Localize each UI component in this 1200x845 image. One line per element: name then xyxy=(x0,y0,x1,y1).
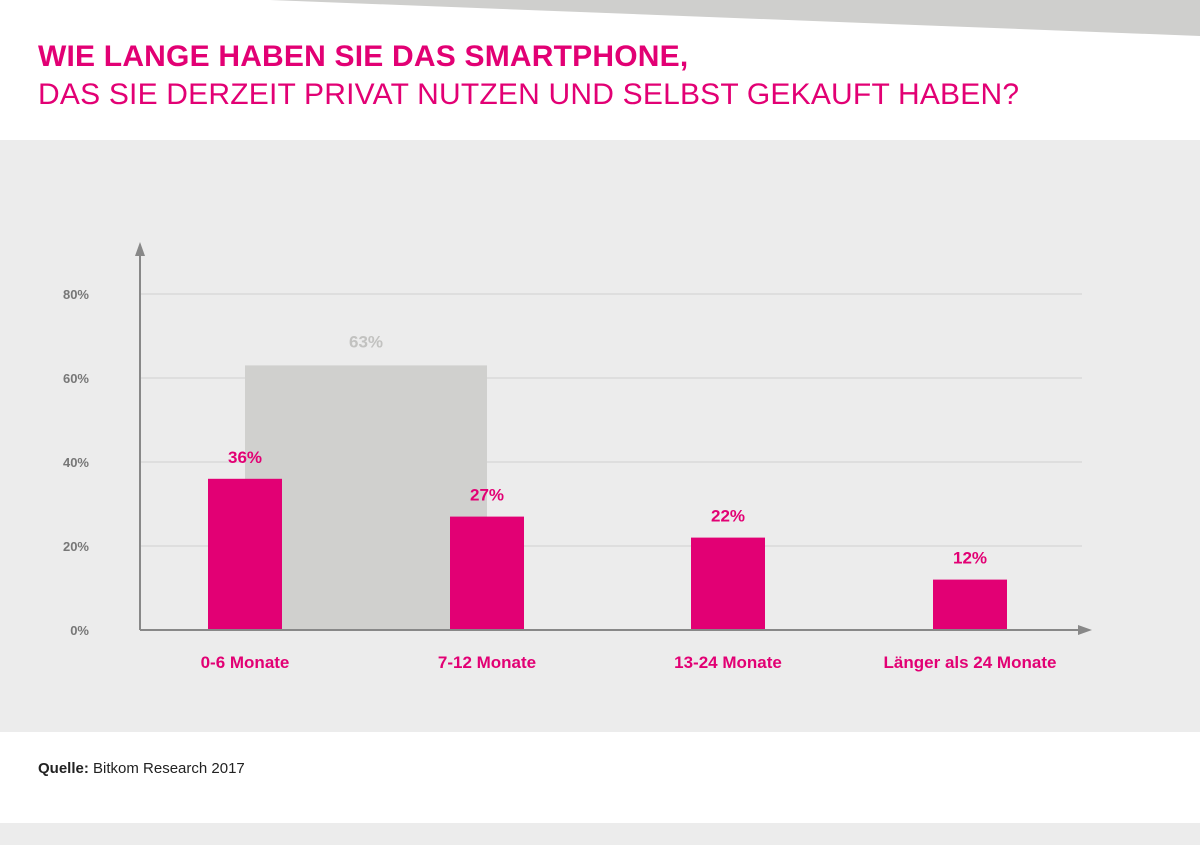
chart-title-line1: WIE LANGE HABEN SIE DAS SMARTPHONE, xyxy=(38,40,689,73)
bar-value-label-1: 36% xyxy=(228,448,262,467)
bar-3 xyxy=(691,537,765,630)
bar-chart: 63% 36% 0-6 Monate 27% 7-12 Monate 22% 13-24 M… xyxy=(63,242,1092,672)
y-tick-label-80: 80% xyxy=(63,287,89,302)
top-decorative-band xyxy=(270,0,1200,36)
bar-4 xyxy=(933,579,1007,630)
bar-1 xyxy=(208,478,282,630)
y-tick-label-60: 60% xyxy=(63,371,89,386)
bar-value-label-3: 22% xyxy=(711,507,745,526)
bar-value-label-2: 27% xyxy=(470,486,504,505)
chart-title: WIE LANGE HABEN SIE DAS SMARTPHONE, DAS … xyxy=(38,38,1019,114)
bar-value-label-4: 12% xyxy=(953,549,987,568)
y-tick-label-0: 0% xyxy=(70,623,89,638)
category-label-3: 13-24 Monate xyxy=(674,653,782,672)
category-label-4: Länger als 24 Monate xyxy=(884,653,1057,672)
group-total-label: 63% xyxy=(349,332,383,351)
y-tick-label-40: 40% xyxy=(63,455,89,470)
y-axis-arrowhead xyxy=(135,242,145,256)
source-label: Quelle: xyxy=(38,760,89,777)
source-note: Quelle: Bitkom Research 2017 xyxy=(38,760,245,777)
category-label-2: 7-12 Monate xyxy=(438,653,536,672)
source-text: Bitkom Research 2017 xyxy=(93,760,245,777)
chart-panel: 63% 36% 0-6 Monate 27% 7-12 Monate 22% 13-24 M… xyxy=(0,140,1200,732)
x-axis-arrowhead xyxy=(1078,625,1092,635)
group-total-bar xyxy=(245,365,487,630)
chart-title-line2: DAS SIE DERZEIT PRIVAT NUTZEN UND SELBST… xyxy=(38,78,1020,111)
y-tick-label-20: 20% xyxy=(63,539,89,554)
category-label-1: 0-6 Monate xyxy=(201,653,290,672)
bar-2 xyxy=(450,516,524,630)
bottom-strip xyxy=(0,823,1200,845)
